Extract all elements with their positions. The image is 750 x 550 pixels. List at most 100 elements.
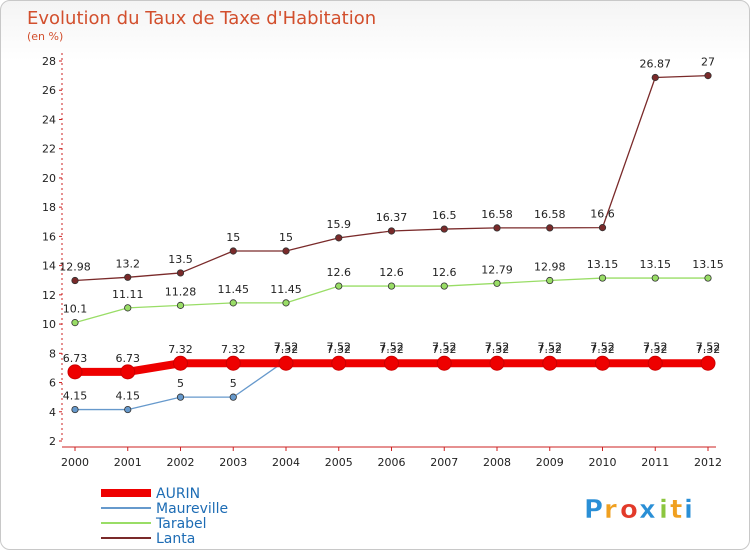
data-label-aurin: 7.32 [168,343,193,356]
data-point-aurin [120,364,136,380]
chart-title: Evolution du Taux de Taxe d'Habitation [27,8,376,29]
data-label-maureville: 7.52 [274,340,299,353]
data-label-maureville: 7.52 [643,340,668,353]
data-point-aurin [331,355,347,371]
data-label-tarabel: 11.11 [112,288,144,301]
data-point-tarabel [176,301,185,309]
data-label-aurin: 7.32 [485,343,510,356]
data-point-lanta [598,224,607,232]
data-label-tarabel: 12.6 [327,266,352,279]
data-label-lanta: 13.5 [168,253,193,266]
data-point-aurin [278,355,294,371]
data-label-maureville: 7.52 [432,340,457,353]
legend-label-maureville: Maureville [156,501,228,517]
data-point-aurin [647,355,663,371]
x-tick-label: 2001 [114,456,142,469]
data-point-tarabel [282,299,290,307]
y-tick-label: 10 [42,318,56,331]
data-point-aurin [489,355,505,371]
logo-letter: x [639,495,656,525]
logo-letter: i [684,495,693,525]
y-tick-label: 2 [49,435,56,448]
data-point-aurin [67,364,83,380]
data-label-maureville: 7.52 [379,340,404,353]
data-point-tarabel [546,276,554,285]
legend-label-aurin: AURIN [156,486,200,502]
data-label-maureville: 7.52 [327,340,352,353]
data-point-tarabel [651,274,659,282]
data-label-lanta: 26.87 [640,58,672,71]
data-point-tarabel [598,274,607,282]
x-tick-label: 2005 [325,456,353,469]
data-label-aurin: 7.32 [538,343,563,356]
x-tick-label: 2007 [430,456,458,469]
data-label-tarabel: 12.6 [379,266,404,279]
data-label-lanta: 12.98 [59,261,91,274]
data-point-lanta [124,273,132,281]
data-label-maureville: 5 [230,377,237,390]
data-label-maureville: 4.15 [116,390,141,403]
data-point-aurin [595,355,610,371]
legend-label-lanta: Lanta [156,531,195,547]
data-point-lanta [176,269,185,277]
chart-subtitle: (en %) [27,30,63,43]
data-label-maureville: 7.52 [485,340,510,353]
logo-letter: P [584,495,603,525]
y-tick-label: 6 [49,377,56,390]
data-label-aurin: 6.73 [116,352,141,365]
data-point-lanta [71,276,79,285]
y-tick-label: 26 [42,84,56,97]
x-tick-label: 2011 [641,456,669,469]
data-label-lanta: 15 [226,231,240,244]
data-label-aurin: 7.32 [327,343,352,356]
x-tick-label: 2012 [694,456,722,469]
data-label-lanta: 15 [279,231,293,244]
data-label-tarabel: 13.15 [692,258,724,271]
y-tick-label: 20 [42,172,56,185]
data-point-tarabel [440,282,448,290]
data-label-tarabel: 12.79 [481,263,513,276]
data-point-maureville [124,405,132,414]
data-point-lanta [282,247,290,255]
data-label-lanta: 15.9 [327,218,352,231]
data-label-maureville: 7.52 [696,340,721,353]
x-tick-label: 2003 [219,456,247,469]
data-point-maureville [71,405,79,414]
x-tick-label: 2010 [589,456,617,469]
x-tick-label: 2002 [167,456,195,469]
data-point-aurin [542,355,558,371]
y-tick-label: 14 [42,260,56,273]
data-label-aurin: 7.32 [221,343,246,356]
data-point-maureville [176,393,185,401]
data-label-aurin: 7.32 [696,343,721,356]
y-tick-label: 16 [42,230,56,243]
data-point-aurin [225,355,241,371]
data-point-aurin [436,355,452,371]
data-label-lanta: 27 [701,56,715,69]
data-point-maureville [229,393,237,401]
data-point-lanta [493,224,501,232]
x-tick-label: 2000 [61,456,89,469]
data-point-lanta [387,227,396,235]
series-layer [67,72,716,414]
x-tick-label: 2009 [536,456,564,469]
y-tick-label: 24 [42,113,56,126]
y-tick-label: 4 [49,406,56,419]
x-tick-label: 2008 [483,456,511,469]
data-point-tarabel [493,279,501,287]
data-label-maureville: 7.52 [590,340,615,353]
data-label-maureville: 7.52 [538,340,563,353]
logo-letter: t [670,495,682,525]
data-label-lanta: 16.58 [534,208,566,221]
data-label-tarabel: 10.1 [63,303,88,316]
data-point-lanta [440,225,448,233]
data-point-lanta [335,234,343,242]
series-line-lanta [74,74,709,282]
data-point-tarabel [704,274,712,282]
y-tick-label: 18 [42,201,56,214]
